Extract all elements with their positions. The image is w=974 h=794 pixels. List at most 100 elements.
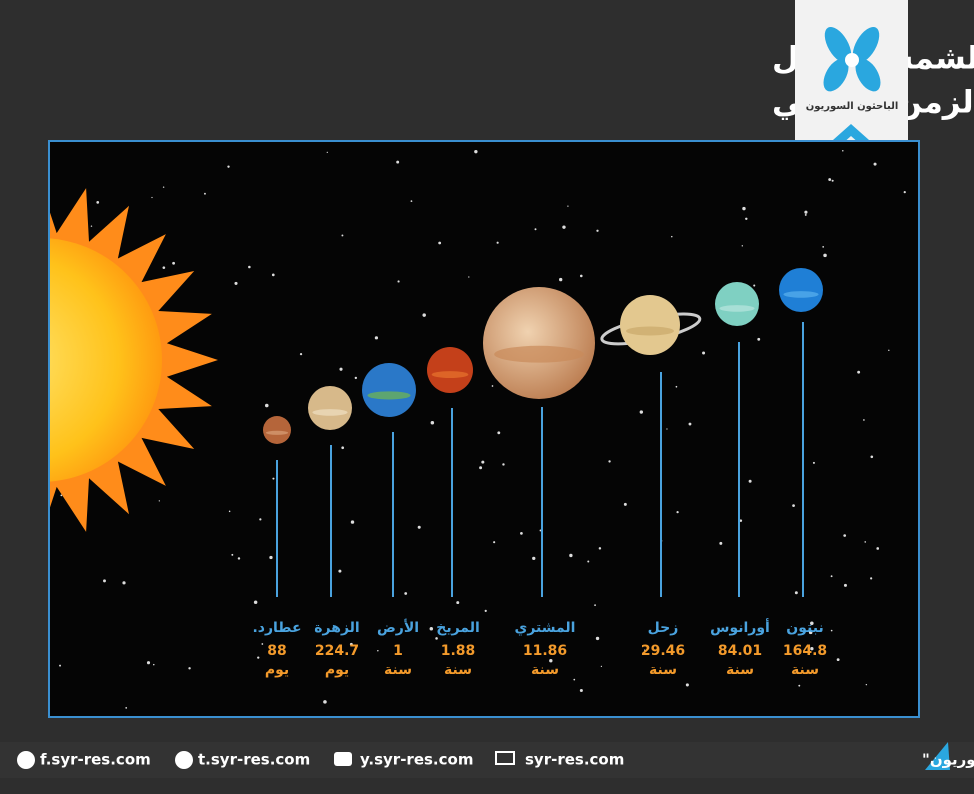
star [865,684,868,686]
facebook-link[interactable]: f.syr-res.com [40,751,151,769]
twitter-icon [175,751,193,769]
star [122,581,126,585]
star [596,229,599,232]
site-link[interactable]: syr-res.com [525,751,624,769]
star [594,604,596,607]
star [569,553,573,558]
facebook-icon [17,751,35,769]
star [623,502,627,506]
star [228,510,231,513]
star [757,337,761,341]
star [753,284,756,287]
star [299,352,303,356]
star [146,661,151,665]
star [323,700,327,704]
star [496,241,499,244]
star [666,428,668,430]
sun [50,188,218,532]
planet-name: المشتري [515,620,576,637]
star [172,261,176,265]
star [125,707,128,709]
star [688,422,692,426]
youtube-link[interactable]: y.syr-res.com [360,751,473,769]
star [339,367,343,371]
star [272,477,275,480]
star [830,575,833,578]
star [676,511,679,514]
star [876,547,880,550]
planet-band [494,345,584,363]
star [374,336,379,340]
star [888,349,890,352]
star [456,601,460,605]
star [831,179,834,182]
star [341,446,345,450]
star [863,419,865,421]
planet [715,282,759,326]
copyright: حقوق التصميم محفوظة لـ "الباحثون السوريو… [922,751,974,769]
planet [362,363,416,417]
orbital-period: 1 [393,643,403,659]
star [685,683,689,687]
star [639,410,644,414]
star [153,663,155,666]
star [479,466,483,470]
star [579,689,583,693]
star [745,217,748,221]
star [435,637,438,640]
star [804,213,807,216]
star [864,541,867,543]
star [539,529,542,532]
star [491,385,494,387]
star [231,553,234,556]
star [903,191,906,194]
planet [483,287,595,399]
star [573,678,576,681]
star [579,274,583,278]
star [870,455,874,459]
planet-name: الزهرة [314,620,359,636]
star [842,149,844,152]
star [836,658,840,662]
footer-band [0,742,974,778]
planet-band [367,391,411,400]
orbital-period: 84.01 [718,643,762,659]
star [264,403,269,408]
star [741,245,743,247]
planet [263,416,291,444]
star [739,519,743,522]
star [188,667,191,670]
star [600,665,603,668]
star [96,201,100,204]
period-unit: سنة [649,662,677,678]
logo-text: الباحثون السوريون [806,101,899,112]
star [253,600,258,605]
twitter-link[interactable]: t.syr-res.com [198,751,310,769]
star [598,547,602,550]
star [271,273,275,277]
planet [308,386,352,430]
star [90,225,93,227]
planet-band [431,371,469,379]
star [497,431,501,435]
star [158,500,160,502]
period-unit: سنة [444,662,472,678]
star [59,664,61,667]
star [341,234,344,237]
star [474,149,478,154]
star [397,280,400,283]
period-unit: يوم [325,662,349,678]
planet-band [312,409,348,416]
orbital-period: 224.7 [315,643,359,659]
orbital-period: 164.8 [783,643,827,659]
star [404,592,408,595]
star [567,205,569,207]
star [237,557,241,560]
star [354,376,358,380]
period-unit: سنة [531,662,559,678]
star [830,629,833,632]
star [812,461,815,464]
star [430,421,435,425]
star [429,627,434,631]
